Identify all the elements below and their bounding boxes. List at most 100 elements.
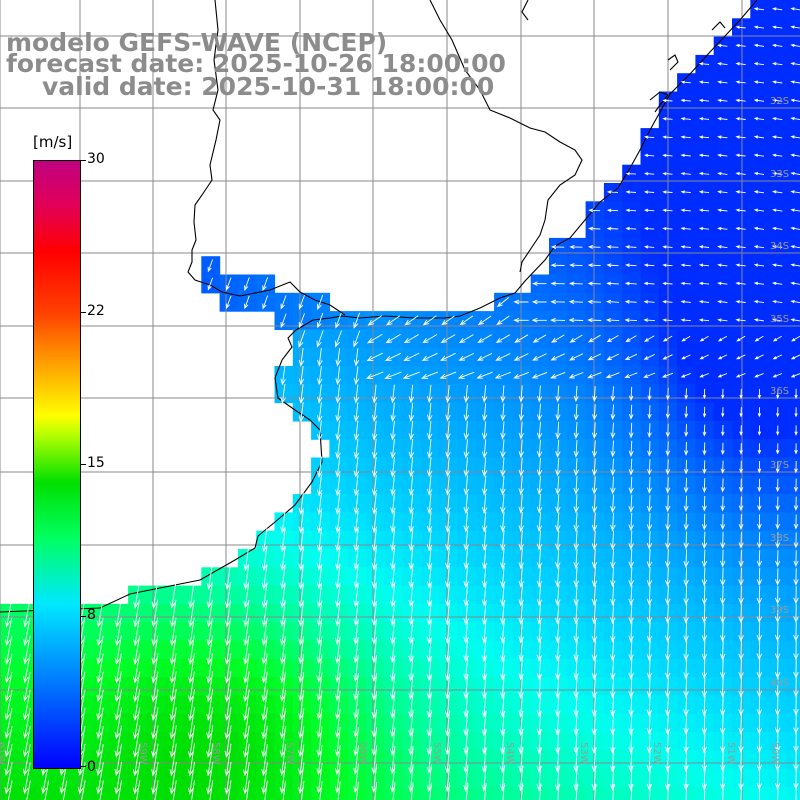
wind-arrow <box>643 335 655 342</box>
wind-arrow <box>573 512 579 532</box>
wind-arrow <box>316 600 323 627</box>
wind-arrow <box>568 372 584 379</box>
wind-arrow <box>753 281 765 286</box>
wind-arrow <box>790 98 800 102</box>
wind-arrow <box>591 765 598 791</box>
wind-arrow <box>735 80 746 84</box>
wind-arrow <box>169 653 177 684</box>
wind-arrow <box>753 318 765 322</box>
wind-arrow <box>23 671 31 702</box>
wind-arrow <box>662 153 673 158</box>
wind-arrow <box>447 782 451 800</box>
wind-arrow <box>646 747 653 773</box>
wind-arrow <box>463 493 469 515</box>
wind-arrow <box>187 689 195 722</box>
wind-arrow <box>720 442 725 456</box>
wind-arrow <box>625 190 637 194</box>
wind-arrow <box>390 384 396 404</box>
wind-arrow <box>683 621 689 643</box>
wind-arrow <box>793 532 799 549</box>
wind-arrow <box>371 438 378 460</box>
wind-arrow <box>643 190 655 194</box>
wind-arrow <box>643 372 656 378</box>
wind-arrow <box>753 226 765 231</box>
wind-arrow <box>316 528 323 553</box>
wind-arrow <box>390 529 396 552</box>
wind-arrow <box>774 622 781 642</box>
wind-arrow <box>26 780 31 800</box>
wind-arrow <box>426 475 433 496</box>
wind-arrow <box>739 460 744 474</box>
wind-arrow <box>684 406 689 419</box>
latitude-label: 38S <box>770 533 789 544</box>
wind-arrow <box>738 532 744 549</box>
wind-arrow <box>555 548 561 570</box>
wind-arrow <box>371 637 378 664</box>
wind-arrow <box>261 725 268 758</box>
wind-arrow <box>683 495 689 512</box>
wind-arrow <box>738 730 744 754</box>
wind-arrow <box>591 512 598 532</box>
wind-arrow <box>151 581 159 609</box>
wind-arrow <box>630 783 633 800</box>
wind-arrow <box>772 226 783 231</box>
wind-arrow <box>298 654 305 683</box>
wind-arrow <box>610 548 616 569</box>
wind-arrow <box>664 675 671 699</box>
wind-arrow <box>647 387 652 401</box>
wind-arrow <box>776 407 780 418</box>
wind-arrow <box>736 335 746 342</box>
wind-arrow <box>224 599 232 628</box>
wind-arrow <box>463 547 469 570</box>
wind-arrow <box>609 621 616 643</box>
wind-arrow <box>353 348 360 367</box>
wind-arrow <box>625 263 637 268</box>
wind-arrow <box>776 425 780 436</box>
wind-arrow <box>298 330 306 348</box>
wind-arrow <box>390 511 396 534</box>
wind-arrow <box>753 80 765 84</box>
wind-arrow <box>756 514 762 530</box>
wind-arrow <box>282 780 287 800</box>
wind-arrow <box>114 689 122 721</box>
wind-arrow <box>500 403 506 422</box>
wind-arrow <box>591 458 598 477</box>
wind-arrow <box>96 599 104 628</box>
wind-arrow <box>22 707 31 739</box>
wind-arrow <box>573 620 579 644</box>
wind-arrow <box>717 226 728 231</box>
wind-arrow <box>775 550 781 568</box>
wind-arrow <box>426 402 433 422</box>
wind-arrow <box>757 425 762 436</box>
wind-arrow <box>408 529 414 552</box>
wind-arrow <box>719 693 726 717</box>
wind-arrow <box>298 313 305 329</box>
wind-arrow <box>96 725 104 758</box>
wind-arrow <box>610 602 616 625</box>
wind-arrow <box>610 422 616 439</box>
wind-arrow <box>647 405 652 420</box>
wind-arrow <box>664 621 671 643</box>
wind-arrow <box>114 599 122 628</box>
wind-arrow <box>739 407 743 418</box>
wind-arrow <box>495 353 511 361</box>
wind-arrow <box>701 657 708 680</box>
wind-arrow <box>628 585 634 606</box>
speed-cell <box>786 475 800 495</box>
wind-arrow <box>717 335 728 342</box>
wind-arrow <box>384 371 402 379</box>
wind-arrow <box>646 513 653 532</box>
longitude-label: 56W <box>357 742 368 765</box>
wind-arrow <box>628 711 634 736</box>
wind-arrow <box>261 689 268 721</box>
wind-arrow <box>4 707 13 739</box>
wind-arrow <box>224 707 232 740</box>
wind-arrow <box>628 476 634 495</box>
colorbar-tick <box>80 160 86 161</box>
wind-arrow <box>500 566 506 588</box>
longitude-label: 52W <box>651 742 662 765</box>
wind-arrow <box>680 245 691 249</box>
wind-arrow <box>224 635 232 665</box>
wind-arrow <box>628 422 634 439</box>
wind-arrow <box>335 474 341 497</box>
